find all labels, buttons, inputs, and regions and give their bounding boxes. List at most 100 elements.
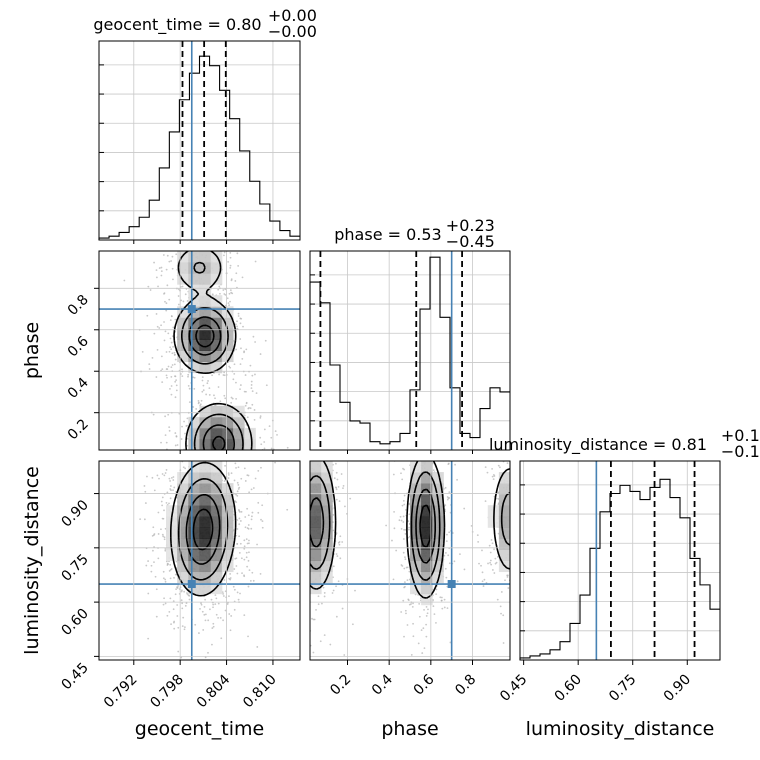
scatter-point (251, 571, 254, 574)
scatter-point (285, 562, 287, 564)
scatter-point (199, 452, 201, 454)
scatter-point (251, 403, 254, 406)
scatter-point (329, 643, 332, 646)
x-tick-label: 0.6 (411, 671, 438, 698)
density-cell (188, 339, 200, 351)
scatter-point (403, 503, 406, 506)
scatter-point (236, 325, 238, 328)
scatter-point (195, 451, 197, 453)
scatter-point (184, 604, 187, 607)
scatter-point (344, 415, 346, 417)
density-cell (210, 350, 223, 363)
scatter-point (154, 575, 157, 578)
scatter-point (218, 373, 220, 376)
scatter-point (300, 567, 302, 569)
scatter-point (283, 562, 285, 564)
scatter-point (235, 348, 238, 351)
scatter-point (179, 458, 181, 460)
scatter-point (181, 602, 184, 605)
scatter-point (165, 501, 168, 504)
density-cell (199, 494, 212, 506)
scatter-point (491, 569, 494, 571)
density-cell (410, 472, 422, 484)
scatter-point (421, 426, 423, 428)
scatter-point (434, 364, 436, 366)
scatter-point (231, 459, 233, 461)
density-cell (432, 527, 444, 539)
scatter-point (240, 457, 242, 459)
scatter-point (148, 363, 151, 366)
scatter-point (301, 503, 303, 505)
scatter-point (145, 564, 148, 567)
scatter-point (250, 384, 253, 386)
scatter-point (506, 574, 509, 577)
scatter-point (427, 608, 429, 611)
scatter-point (525, 499, 527, 501)
scatter-point (212, 453, 214, 455)
scatter-point (229, 629, 232, 632)
density-cell (177, 571, 189, 584)
scatter-point (335, 498, 338, 501)
scatter-point (315, 608, 317, 611)
scatter-point (143, 485, 146, 487)
scatter-point (260, 470, 262, 472)
scatter-point (231, 452, 233, 454)
scatter-point (521, 605, 523, 607)
scatter-point (197, 242, 199, 244)
density-cell (410, 505, 422, 517)
x-axis-label-geocent_time: geocent_time (135, 718, 264, 740)
scatter-point (233, 568, 236, 570)
scatter-point (210, 458, 212, 460)
scatter-point (328, 698, 330, 700)
scatter-point (426, 612, 429, 615)
scatter-point (224, 458, 226, 460)
scatter-point (165, 351, 168, 353)
scatter-point (191, 455, 193, 457)
scatter-point (201, 390, 204, 393)
scatter-point (224, 590, 227, 593)
scatter-point (433, 613, 436, 616)
scatter-point (402, 467, 404, 470)
scatter-point (169, 597, 172, 600)
scatter-point (533, 583, 535, 585)
scatter-point (420, 433, 422, 435)
scatter-point (188, 598, 191, 601)
scatter-point (421, 395, 423, 397)
scatter-point (123, 279, 126, 282)
scatter-point (180, 590, 183, 593)
scatter-point (283, 504, 285, 506)
scatter-point (176, 452, 178, 454)
scatter-point (516, 524, 518, 526)
scatter-point (229, 577, 232, 579)
scatter-point (525, 561, 527, 563)
scatter-point (304, 501, 306, 503)
scatter-point (156, 325, 159, 328)
scatter-point (413, 452, 415, 454)
scatter-point (180, 299, 183, 302)
scatter-point (167, 332, 170, 335)
scatter-point (246, 507, 249, 510)
scatter-point (463, 568, 466, 571)
scatter-point (432, 457, 434, 459)
scatter-point (511, 550, 513, 552)
scatter-point (139, 518, 142, 521)
y-tick-label: 0.2 (65, 416, 92, 443)
density-cell (188, 328, 200, 340)
scatter-point (432, 443, 434, 445)
density-cell (199, 549, 212, 561)
scatter-point (406, 624, 409, 626)
x-tick-label: 0.75 (606, 672, 639, 705)
scatter-point (171, 471, 173, 473)
scatter-point (533, 471, 535, 473)
scatter-point (240, 510, 243, 513)
scatter-point (295, 533, 297, 535)
scatter-point (192, 458, 194, 460)
scatter-point (183, 446, 185, 448)
scatter-point (175, 560, 178, 563)
density-cell (498, 483, 510, 495)
scatter-point (339, 557, 342, 560)
scatter-point (236, 543, 239, 545)
scatter-point (237, 312, 240, 315)
scatter-point (231, 292, 234, 295)
scatter-point (491, 467, 493, 470)
